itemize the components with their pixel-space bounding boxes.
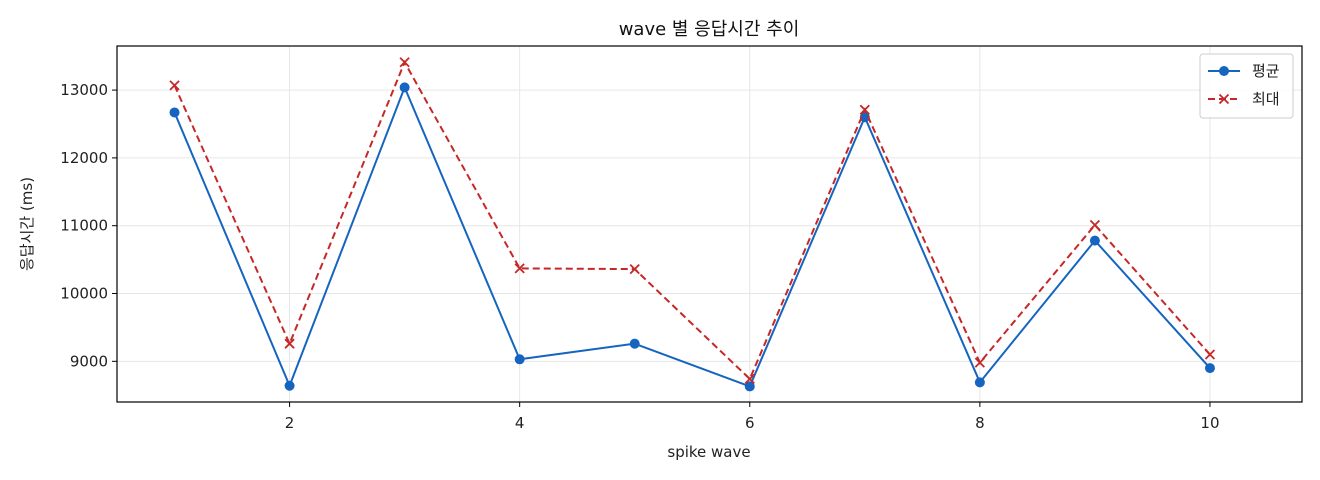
data-point — [974, 377, 985, 388]
x-tick-label: 2 — [285, 414, 295, 432]
y-tick-label: 11000 — [60, 217, 108, 235]
data-point — [744, 373, 755, 385]
x-tick-label: 4 — [515, 414, 525, 432]
chart-title: wave 별 응답시간 추이 — [619, 19, 800, 40]
legend-marker — [1219, 66, 1229, 76]
x-tick-label: 10 — [1200, 414, 1219, 432]
data-point — [399, 82, 410, 93]
y-axis-ticks: 9000 10000 11000 12000 13000 — [60, 81, 117, 370]
series-line — [173, 59, 1211, 381]
series-layer — [169, 57, 1216, 392]
legend-label: 최대 — [1252, 90, 1280, 108]
grid-lines — [117, 46, 1302, 402]
series-2 — [169, 57, 1216, 385]
data-point — [744, 381, 755, 392]
y-tick-label: 10000 — [60, 285, 108, 303]
data-point — [284, 380, 295, 391]
y-tick-label: 9000 — [70, 352, 108, 370]
data-point — [399, 57, 410, 68]
data-point — [169, 80, 180, 91]
data-point — [629, 263, 640, 275]
plot-area-frame — [116, 45, 1303, 403]
y-tick-label: 12000 — [60, 149, 108, 167]
data-point — [514, 263, 525, 274]
series-1 — [169, 82, 1215, 392]
data-point — [169, 107, 180, 118]
y-axis-label: 응답시간 (ms) — [18, 177, 36, 271]
series-line — [173, 84, 1211, 389]
data-point — [1089, 235, 1100, 246]
x-tick-label: 6 — [745, 414, 755, 432]
legend-entry: 평균 — [1208, 62, 1280, 80]
x-axis-ticks: 2 4 6 8 10 — [285, 402, 1220, 432]
legend-marker — [1218, 93, 1230, 105]
data-point — [629, 338, 640, 349]
y-tick-label: 13000 — [60, 81, 108, 99]
data-point — [859, 104, 870, 115]
data-point — [514, 354, 525, 365]
x-tick-label: 8 — [975, 414, 985, 432]
data-point — [1204, 349, 1216, 360]
legend-entry: 최대 — [1208, 90, 1280, 108]
data-point — [1089, 219, 1101, 231]
data-point — [1204, 363, 1215, 374]
legend-label: 평균 — [1252, 62, 1280, 80]
data-point — [974, 357, 986, 368]
x-axis-label: spike wave — [667, 443, 750, 461]
data-point — [859, 112, 870, 123]
data-point — [284, 338, 295, 349]
